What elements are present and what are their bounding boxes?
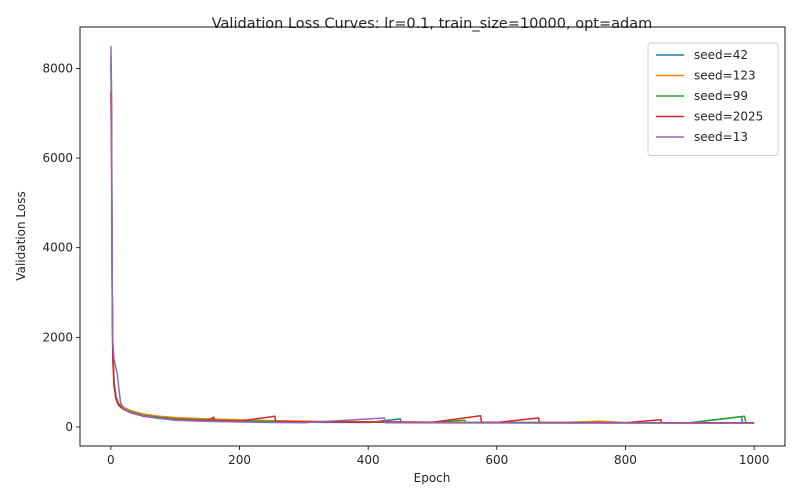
- x-tick-label-2: 400: [357, 453, 380, 467]
- axes-frame: [79, 26, 786, 447]
- y-axis: 0 2000 4000 6000 8000: [42, 61, 80, 434]
- legend-label-2: seed=99: [694, 89, 748, 103]
- y-tick-label-0: 0: [65, 420, 73, 434]
- legend-box: [647, 42, 779, 156]
- chart-title: Validation Loss Curves: lr=0.1, train_si…: [212, 16, 653, 32]
- y-axis-label: Validation Loss: [14, 191, 28, 280]
- legend-label-3: seed=2025: [694, 110, 763, 124]
- x-axis: 0 200 400 600 800 1000: [107, 446, 769, 467]
- legend: seed=42 seed=123 seed=99 seed=2025 seed=13: [647, 42, 779, 156]
- x-tick-label-5: 1000: [739, 453, 770, 467]
- y-tick-label-3: 6000: [42, 151, 73, 165]
- x-tick-label-3: 600: [485, 453, 508, 467]
- legend-label-4: seed=13: [694, 130, 748, 144]
- x-tick-label-0: 0: [107, 453, 115, 467]
- legend-label-0: seed=42: [694, 48, 748, 62]
- legend-label-1: seed=123: [694, 69, 756, 83]
- series-line-4: [110, 45, 755, 424]
- y-tick-label-4: 8000: [42, 61, 73, 75]
- plot-area: [110, 45, 755, 424]
- y-tick-label-2: 4000: [42, 241, 73, 255]
- x-axis-label: Epoch: [414, 471, 451, 485]
- y-tick-label-1: 2000: [42, 330, 73, 344]
- x-tick-label-1: 200: [228, 453, 251, 467]
- x-tick-label-4: 800: [614, 453, 637, 467]
